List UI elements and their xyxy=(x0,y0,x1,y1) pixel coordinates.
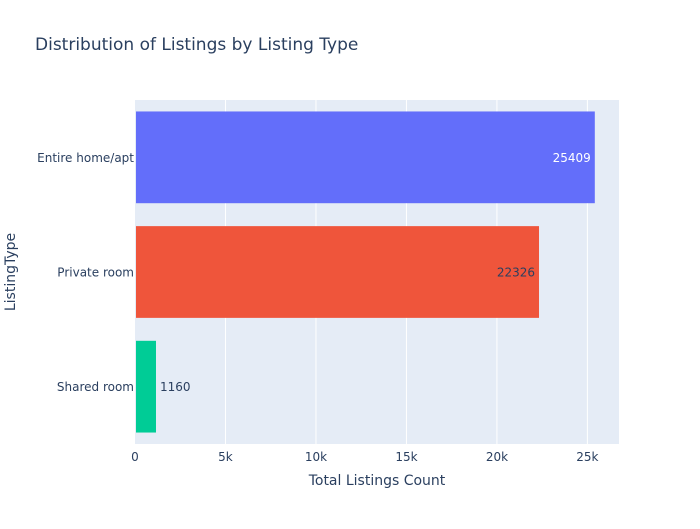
bar xyxy=(136,340,156,433)
y-tick-labels: Entire home/apt Private room Shared room xyxy=(37,151,134,394)
x-tick-label: 0 xyxy=(131,450,139,464)
y-tick-label: Private room xyxy=(57,266,134,280)
bar xyxy=(136,111,595,204)
bars xyxy=(136,111,595,433)
y-tick-label: Shared room xyxy=(57,380,134,394)
x-tick-label: 10k xyxy=(305,450,327,464)
y-axis-title: ListingType xyxy=(3,233,19,311)
x-tick-label: 15k xyxy=(395,450,417,464)
x-tick-labels: 0 5k 10k 15k 20k 25k xyxy=(131,450,598,464)
x-tick-label: 25k xyxy=(576,450,598,464)
bar-value-label: 1160 xyxy=(160,380,191,394)
bar-value-labels: 25409 22326 1160 xyxy=(160,151,591,394)
y-tick-label: Entire home/apt xyxy=(37,151,134,165)
bar-value-label: 22326 xyxy=(497,266,535,280)
bar xyxy=(136,226,540,318)
x-tick-label: 5k xyxy=(218,450,233,464)
x-axis-title: Total Listings Count xyxy=(308,473,446,489)
chart-title: Distribution of Listings by Listing Type xyxy=(35,35,358,55)
x-tick-label: 20k xyxy=(486,450,508,464)
bar-value-label: 25409 xyxy=(553,151,591,165)
